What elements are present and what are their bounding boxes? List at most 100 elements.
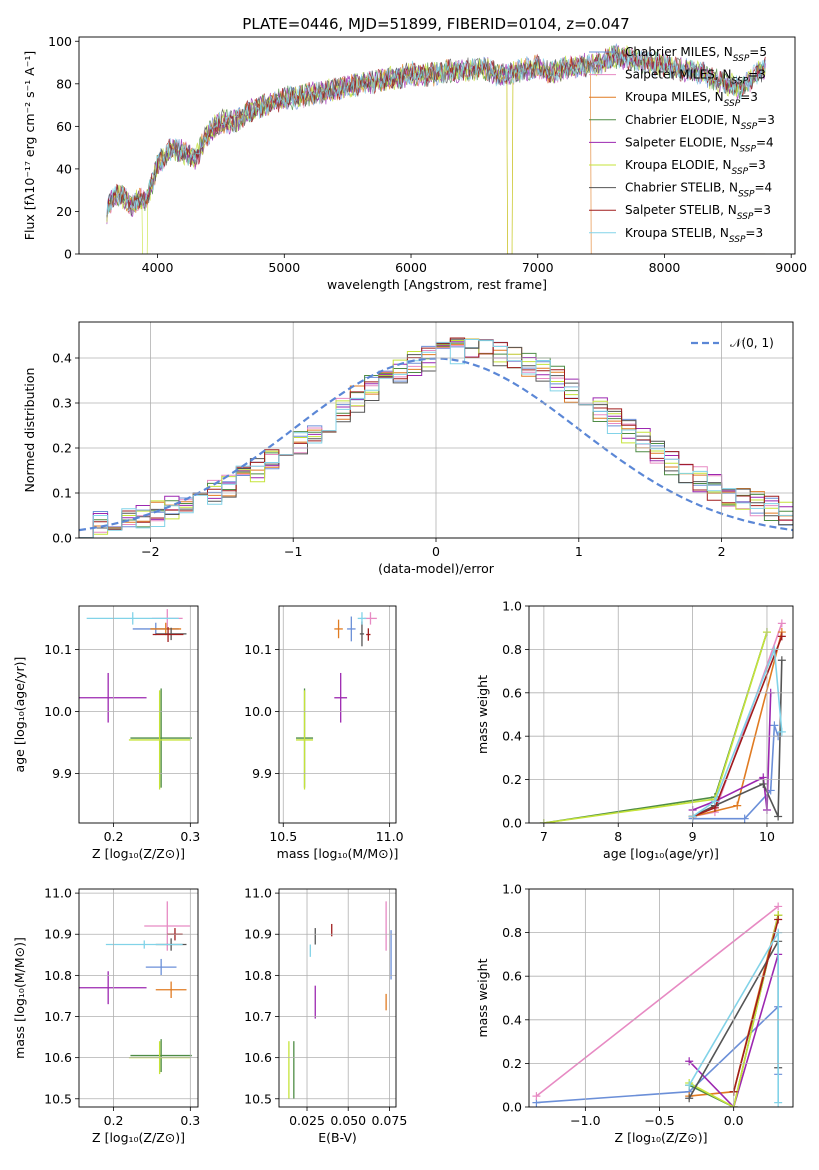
errorbar-point [152,627,184,642]
panel-mass-weight-vs-age: 7 8 9 10 0.0 0.2 0.4 0.6 0.8 1.0 age [log₁₀(age/yr… [475,599,794,861]
tick-label-x: 7 [540,829,548,844]
plot-area [288,901,392,1099]
tick-label-x: 0 [432,544,440,559]
series-path [692,692,772,811]
plot-area [79,901,192,1075]
legend-tail: =3 [745,226,763,240]
tick-label-x: 0.050 [330,1113,366,1128]
spectrum-line [106,54,766,254]
legend-text: Salpeter ELODIE, N [625,135,739,149]
legend-text: Salpeter STELIB, N [625,203,737,217]
series-marker [770,721,779,730]
series-marker [774,902,783,911]
tick-label-x: 4000 [142,260,174,275]
series-line [688,656,786,821]
series-marker [777,632,786,641]
series-path [543,631,768,823]
tick-label-y: 10.1 [44,642,72,657]
tick-label-x: 1 [575,544,583,559]
x-axis-label: age [log₁₀(age/yr)] [603,846,719,861]
errorbar-point [128,690,191,790]
tick-label-x: 9000 [775,260,807,275]
series-marker [685,1094,694,1103]
errorbar-point [364,612,377,625]
tick-label-y: 10.5 [44,1091,72,1106]
errorbar-point [296,690,314,790]
tick-label-x: 8000 [649,260,681,275]
legend-sub: SSP [741,122,758,132]
legend-tail: =3 [748,158,766,172]
spectrum-line [106,44,766,215]
series-marker [774,812,783,821]
tick-label-x: 11.0 [376,829,404,844]
tick-label-y: 0.3 [52,396,72,411]
tick-label-y: 0 [64,247,72,262]
legend-sub: SSP [732,77,749,87]
tick-label-y: 0.0 [52,531,72,546]
axes-frame [528,888,794,1108]
tick-label-y: 10.6 [244,1050,272,1065]
panel-age-vs-mass: 10.5 11.0 9.9 10.0 10.1 mass [log₁₀(M/M⊙)] [244,605,404,861]
tick-label-x: 0.2 [104,829,124,844]
x-axis-label: Z [log₁₀(Z/Z⊙)] [92,1130,185,1145]
legend-sub: SSP [733,54,750,64]
legend-sub: SSP [724,99,741,109]
tick-label-y: 10.1 [244,642,272,657]
tick-label-y: 1.0 [502,882,522,897]
tick-label-x: −1.0 [570,1113,600,1128]
tick-label-x: −0.5 [644,1113,674,1128]
tick-label-x: 0.2 [104,1113,124,1128]
errorbar-point [359,621,365,647]
series-line [539,628,771,823]
tick-label-y: 0.1 [52,486,72,501]
tick-label-y: 0.2 [502,1056,522,1071]
y-axis-label: mass weight [475,958,490,1037]
legend-sub: SSP [737,212,754,222]
errorbar-point [144,901,191,951]
axes-frame [528,605,794,824]
errorbar-point [86,612,179,625]
errorbar-point [130,688,192,788]
legend-entry: 𝒩(0, 1) [730,336,774,350]
tick-label-x: 10 [759,829,775,844]
tick-label-y: 11.0 [44,886,72,901]
tick-label-x: −1 [284,544,302,559]
y-axis-label: age [log₁₀(age/yr)] [12,657,27,773]
axes-frame [78,321,794,539]
tick-label-x: 10.5 [269,829,297,844]
x-axis-label: (data-model)/error [378,561,495,576]
series-marker [685,1081,694,1090]
legend-text: Salpeter MILES, N [625,68,732,82]
legend-tail: =5 [749,45,767,59]
axes-frame [78,605,199,824]
plot-area [79,609,192,790]
legend-tail: =4 [755,181,773,195]
series-marker [777,727,786,736]
tick-label-x: 8 [614,829,622,844]
series-marker [710,797,719,806]
tick-label-y: 0.4 [502,1012,522,1027]
axes-frame [278,605,397,824]
legend-sub: SSP [738,190,755,200]
tick-label-y: 10.5 [244,1091,272,1106]
legend-text: Chabrier MILES, N [625,45,733,59]
series-line [532,902,783,1101]
errorbar-point [79,971,147,1005]
panel-residual-histogram: −2 −1 0 1 2 0.0 0.1 0.2 0.3 0.4 𝒩(0, 1) (data-model… [22,321,794,576]
series-path [543,631,768,823]
legend-entry: Kroupa ELODIE, NSSP=3 [625,158,766,177]
tick-label-y: 10.9 [44,927,72,942]
legend-sub: SSP [732,167,749,177]
series-marker [685,1057,694,1066]
legend-text: Chabrier ELODIE, N [625,113,741,127]
tick-label-x: −2 [141,544,159,559]
tick-label-y: 10.8 [244,968,272,983]
legend-entry: Chabrier STELIB, NSSP=4 [625,181,772,200]
tick-label-y: 0.0 [502,1100,522,1115]
tick-label-y: 20 [56,204,72,219]
legend-tail: =3 [757,113,775,127]
tick-label-y: 0.4 [502,729,522,744]
tick-label-y: 10.6 [44,1050,72,1065]
legend-tail: =3 [748,68,766,82]
tick-label-y: 10.0 [44,704,72,719]
